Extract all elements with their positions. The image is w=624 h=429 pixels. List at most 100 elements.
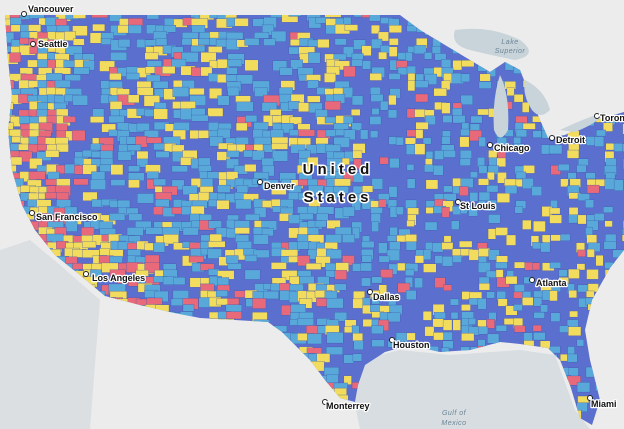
county [297,255,311,267]
county [577,193,590,201]
county [424,73,438,85]
county [613,179,624,191]
county [5,32,15,44]
county [234,227,250,235]
county [253,249,270,258]
county [378,51,388,60]
county [334,283,347,291]
county [441,136,451,145]
county [431,45,441,54]
county [305,263,322,270]
county [504,178,517,187]
county [478,283,490,291]
county [603,122,613,132]
county [548,144,563,155]
county [308,185,324,196]
county [460,73,470,83]
county [522,297,534,306]
county [371,221,379,232]
county [533,332,546,341]
county [271,185,287,195]
county [198,157,211,167]
county [459,186,469,196]
county [450,298,459,306]
county [378,255,390,263]
county [253,122,269,130]
county [434,53,447,61]
county [406,164,415,171]
county [441,206,450,218]
county [244,38,260,46]
county [82,241,97,248]
county [324,192,338,200]
county [9,52,22,63]
county [236,74,253,85]
county [208,220,222,229]
county [558,269,568,277]
county [172,86,190,97]
county [486,199,497,212]
county [82,191,98,201]
county [263,38,276,46]
county [182,32,199,40]
county [443,331,453,341]
county [515,129,528,138]
county [269,109,282,116]
county [173,277,186,285]
county [577,395,589,404]
city-label: San Francisco [36,212,98,222]
county [567,346,575,355]
county [460,207,468,214]
county [334,38,347,46]
county [549,346,561,354]
county [378,31,389,42]
county [594,213,605,222]
county [549,262,561,269]
county [299,213,314,220]
county [370,94,384,102]
county [144,52,159,60]
county [469,192,479,202]
county [235,122,248,131]
county [566,149,580,159]
county [407,46,415,54]
city-dot [549,135,555,141]
county [533,290,543,299]
county [333,136,350,148]
county [109,269,126,277]
county [486,318,495,329]
county [522,102,530,113]
county [252,298,267,309]
county [424,115,436,125]
county [45,149,60,158]
county [110,52,127,61]
county [361,255,372,263]
county [497,172,507,184]
county [496,193,510,203]
county [531,186,542,196]
county [513,304,523,311]
county [44,192,58,199]
county [443,150,456,158]
county [281,123,294,134]
county [568,214,579,224]
county [605,233,617,243]
city-label: Denver [264,181,295,191]
county [217,184,231,193]
county [576,402,588,412]
county [506,87,515,96]
county [353,158,362,169]
county [64,74,81,82]
county [200,263,215,271]
county [407,207,419,215]
county [351,122,362,131]
county [442,340,454,349]
county [226,150,240,158]
county [324,290,338,299]
lake-erie [560,112,605,132]
county [387,109,398,119]
county [200,66,213,77]
city-dot [367,289,373,295]
county [191,25,206,34]
country-label: States [303,189,372,206]
